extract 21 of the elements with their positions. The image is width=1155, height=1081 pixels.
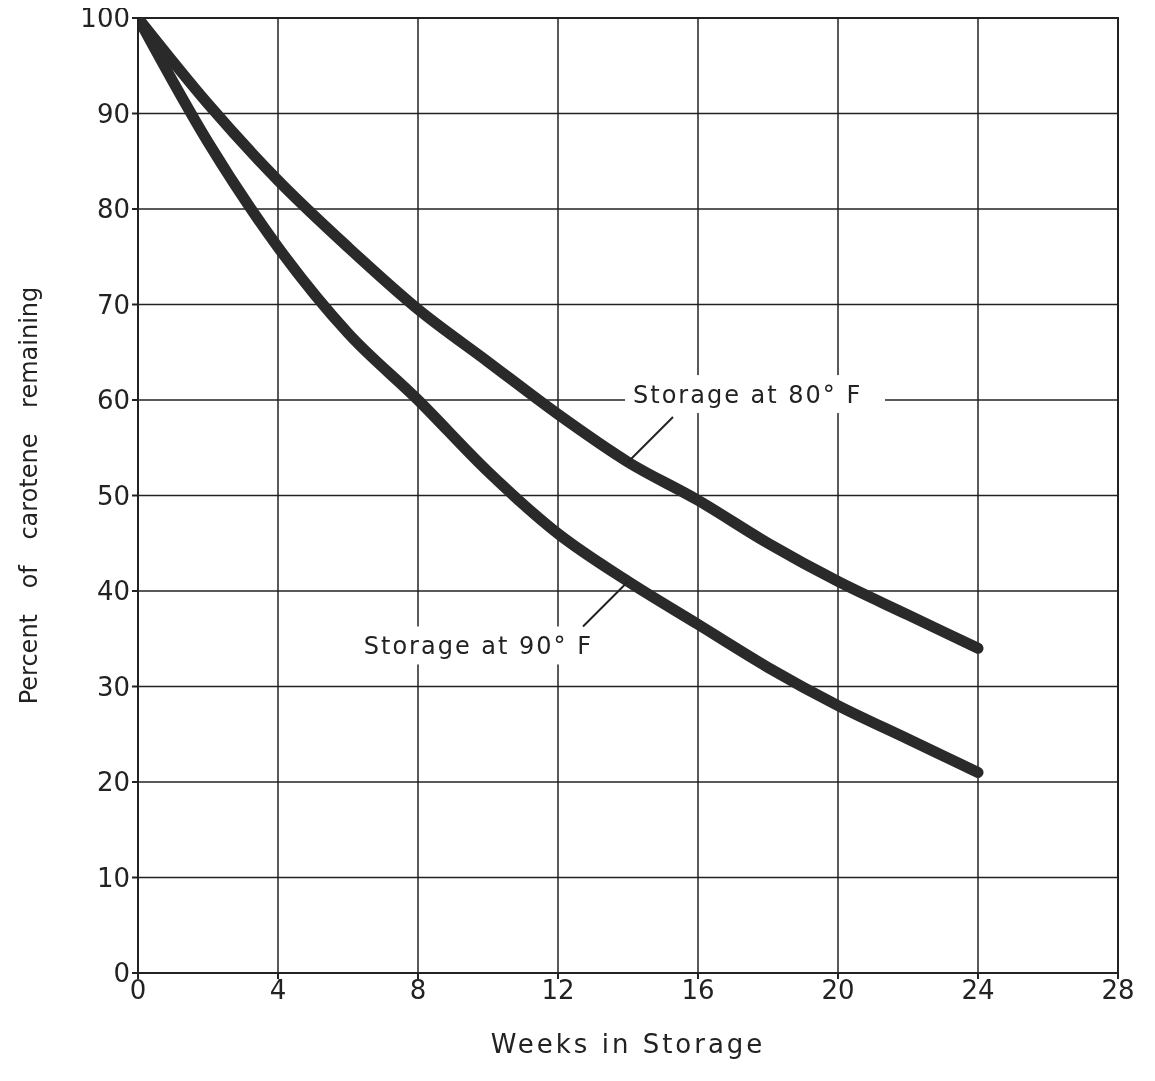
y-tick-label: 60	[96, 385, 130, 416]
y-tick-label: 90	[96, 98, 130, 129]
y-tick-label: 10	[96, 862, 130, 893]
y-tick-label: 20	[96, 767, 130, 798]
x-tick-label: 16	[681, 975, 715, 1006]
x-axis-title: Weeks in Storage	[490, 1029, 766, 1059]
x-tick-label: 8	[409, 975, 427, 1006]
y-tick-label: 80	[96, 194, 130, 225]
y-tick-label: 100	[80, 3, 130, 34]
y-tick-label: 30	[96, 671, 130, 702]
annotation: Storage at 80° F	[633, 381, 863, 410]
x-tick-label: 4	[269, 975, 287, 1006]
y-tick-label: 70	[96, 289, 130, 320]
x-tick-label: 24	[961, 975, 995, 1006]
y-tick-label: 50	[96, 480, 130, 511]
x-tick-label: 12	[541, 975, 575, 1006]
y-axis-title: Percent of carotene remaining	[14, 286, 43, 705]
y-tick-label: 40	[96, 576, 130, 607]
x-tick-label: 28	[1101, 975, 1135, 1006]
x-tick-label: 20	[821, 975, 855, 1006]
annotation: Storage at 90° F	[363, 632, 593, 661]
